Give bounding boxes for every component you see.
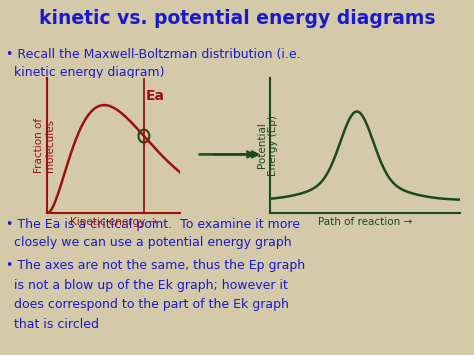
Text: does correspond to the part of the Ek graph: does correspond to the part of the Ek gr… xyxy=(6,298,289,311)
Text: that is circled: that is circled xyxy=(6,318,99,331)
Text: • Recall the Maxwell-Boltzman distribution (i.e.: • Recall the Maxwell-Boltzman distributi… xyxy=(6,48,301,61)
Text: • The Ea is a critical point.  To examine it more: • The Ea is a critical point. To examine… xyxy=(6,218,300,231)
Text: kinetic vs. potential energy diagrams: kinetic vs. potential energy diagrams xyxy=(39,9,435,28)
X-axis label: Kinetic energy →: Kinetic energy → xyxy=(70,217,157,227)
Text: Ea: Ea xyxy=(146,89,165,103)
Text: • The axes are not the same, thus the Ep graph: • The axes are not the same, thus the Ep… xyxy=(6,259,305,272)
Text: kinetic energy diagram): kinetic energy diagram) xyxy=(6,66,164,79)
Text: is not a blow up of the Ek graph; however it: is not a blow up of the Ek graph; howeve… xyxy=(6,279,288,292)
Y-axis label: Fraction of
molecules: Fraction of molecules xyxy=(34,118,55,173)
Text: closely we can use a potential energy graph: closely we can use a potential energy gr… xyxy=(6,236,292,249)
X-axis label: Path of reaction →: Path of reaction → xyxy=(318,217,412,227)
Y-axis label: Potential
Energy (Ep): Potential Energy (Ep) xyxy=(256,115,278,176)
